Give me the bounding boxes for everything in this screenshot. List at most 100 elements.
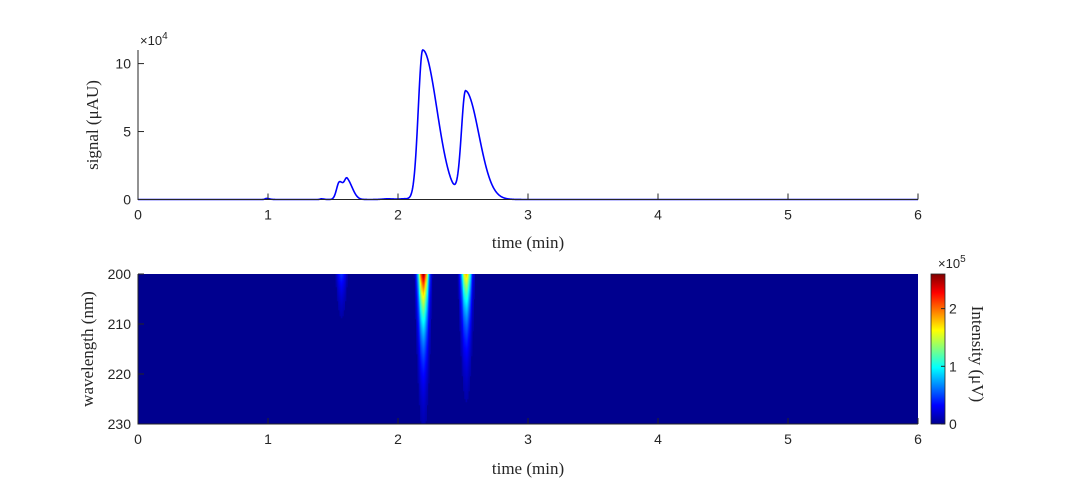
heatmap-cell: [468, 316, 470, 318]
heatmap-cell: [422, 403, 425, 405]
heatmap-cell: [420, 373, 422, 375]
heatmap-cell: [426, 280, 429, 282]
heatmap-cell: [425, 379, 427, 381]
heatmap-cell: [416, 334, 418, 336]
heatmap-cell: [473, 290, 475, 292]
heatmap-cell: [344, 284, 347, 286]
heatmap-cell: [459, 282, 461, 284]
heatmap-cell: [424, 347, 426, 349]
heatmap-cell: [429, 328, 431, 330]
heatmap-cell: [430, 294, 433, 296]
heatmap-cell: [416, 302, 418, 304]
heatmap-cell: [465, 389, 468, 391]
heatmap-cell: [421, 326, 423, 328]
heatmap-cell: [425, 318, 427, 320]
heatmap-cell: [470, 286, 473, 288]
heatmap-cell: [427, 360, 430, 362]
heatmap-cell: [459, 288, 461, 290]
heatmap-cell: [417, 369, 420, 371]
heatmap-cell: [465, 291, 468, 293]
heatmap-cell: [422, 274, 425, 276]
heatmap-cell: [427, 358, 430, 360]
heatmap-cell: [418, 371, 421, 373]
heatmap-cell: [469, 277, 472, 279]
heatmap-cell: [425, 310, 427, 312]
heatmap-cell: [461, 310, 464, 312]
heatmap-cell: [425, 343, 427, 345]
heatmap-cell: [425, 299, 427, 301]
heatmap-cell: [418, 318, 421, 320]
heatmap-cell: [416, 319, 418, 321]
heatmap-cell: [340, 283, 343, 285]
heatmap-cell: [430, 299, 433, 301]
heatmap-cell: [459, 326, 461, 328]
heatmap-cell: [424, 346, 426, 348]
heatmap-cell: [426, 371, 429, 373]
heatmap-cell: [420, 291, 422, 293]
heatmap-cell: [427, 319, 430, 321]
heatmap-cell: [335, 281, 338, 283]
heatmap-cell: [418, 396, 421, 398]
heatmap-cell: [457, 296, 460, 298]
heatmap-cell: [464, 384, 466, 386]
heatmap-cell: [463, 294, 465, 296]
heatmap-cell: [417, 350, 420, 352]
heatmap-cell: [472, 287, 474, 289]
heatmap-cell: [417, 319, 420, 321]
heatmap-cell: [424, 421, 426, 423]
heatmap-cell: [420, 375, 422, 377]
heatmap-cell: [468, 277, 470, 279]
heatmap-cell: [422, 314, 425, 316]
heatmap-cell: [457, 277, 460, 279]
heatmap-cell: [459, 325, 461, 327]
heatmap-cell: [414, 316, 417, 318]
heatmap-cell: [457, 274, 460, 276]
heatmap-cell: [422, 341, 425, 343]
heatmap-cell: [342, 307, 344, 309]
heatmap-cell: [470, 299, 473, 301]
heatmap-cell: [424, 377, 426, 379]
heatmap-cell: [457, 297, 460, 299]
heatmap-cell: [426, 275, 429, 277]
heatmap-cell: [429, 317, 431, 319]
heatmap-cell: [426, 356, 429, 358]
heatmap-cell: [463, 279, 465, 281]
heatmap-cell: [463, 351, 465, 353]
heatmap-cell: [472, 306, 474, 308]
heatmap-cell: [422, 340, 425, 342]
heatmap-cell: [339, 286, 342, 288]
heatmap-cell: [461, 278, 464, 280]
heatmap-cell: [418, 377, 421, 379]
heatmap-cell: [464, 362, 466, 364]
heatmap-cell: [422, 309, 425, 311]
heatmap-cell: [422, 394, 425, 396]
heatmap-cell: [426, 383, 429, 385]
heatmap-cell: [417, 286, 420, 288]
heatmap-cell: [463, 332, 465, 334]
heatmap-cell: [469, 321, 472, 323]
heatmap-cell: [473, 287, 475, 289]
heatmap-cell: [426, 331, 429, 333]
heatmap-cell: [465, 290, 468, 292]
heatmap-cell: [463, 365, 465, 367]
heatmap-cell: [429, 325, 431, 327]
heatmap-cell: [465, 312, 468, 314]
heatmap-cell: [424, 286, 426, 288]
heatmap-cell: [342, 297, 344, 299]
heatmap-cell: [466, 373, 469, 375]
heatmap-cell: [457, 298, 460, 300]
heatmap-cell: [336, 294, 339, 296]
heatmap-cell: [420, 349, 422, 351]
heatmap-cell: [426, 347, 429, 349]
heatmap-cell: [344, 287, 347, 289]
heatmap-cell: [459, 324, 461, 326]
heatmap-cell: [469, 309, 472, 311]
heatmap-cell: [420, 309, 422, 311]
heatmap-cell: [421, 342, 423, 344]
heatmap-cell: [468, 325, 470, 327]
heatmap-cell: [424, 323, 426, 325]
heatmap-cell: [414, 291, 417, 293]
heatmap-cell: [469, 313, 472, 315]
heatmap-cell: [346, 280, 348, 282]
